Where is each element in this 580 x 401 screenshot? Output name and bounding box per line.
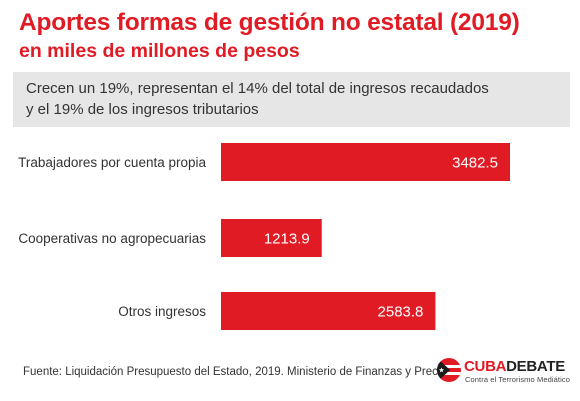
value-label-1: 3482.5 <box>452 155 498 172</box>
summary-note-line-2: y el 19% de los ingresos tributarios <box>26 101 259 118</box>
bar-2 <box>221 219 322 257</box>
cubadebate-logo: CUBADEBATE Contra el Terrorismo Mediátic… <box>437 356 577 386</box>
logo-tagline: Contra el Terrorismo Mediático <box>465 375 570 384</box>
logo-word-cuba: CUBA <box>464 358 507 375</box>
source-footnote: Fuente: Liquidación Presupuesto del Esta… <box>23 366 453 378</box>
logo-word-debate: DEBATE <box>506 358 565 375</box>
summary-note: Crecen un 19%, representan el 14% del to… <box>13 72 570 127</box>
bar-1 <box>221 143 510 181</box>
summary-note-line-1: Crecen un 19%, representan el 14% del to… <box>26 80 489 97</box>
chart-title: Aportes formas de gestión no estatal (20… <box>19 9 520 36</box>
logo-wordmark: CUBADEBATE <box>464 358 565 375</box>
value-label-3: 2583.8 <box>378 304 424 321</box>
category-label-2: Cooperativas no agropecuarias <box>18 231 206 246</box>
value-label-2: 1213.9 <box>264 231 310 248</box>
chart-subtitle: en miles de millones de pesos <box>19 40 300 62</box>
cuban-flag-emblem-icon <box>437 358 461 382</box>
category-label-3: Otros ingresos <box>118 304 206 319</box>
category-label-1: Trabajadores por cuenta propia <box>18 155 206 170</box>
bar-3 <box>221 292 436 330</box>
